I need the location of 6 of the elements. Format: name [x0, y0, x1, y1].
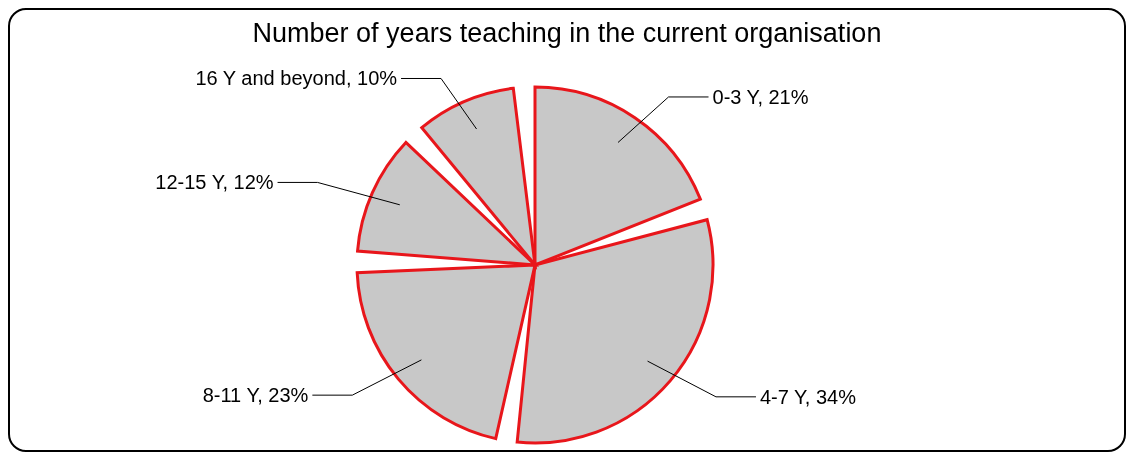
slice-label: 8-11 Y, 23%	[202, 383, 309, 408]
slice-label: 0-3 Y, 21%	[712, 84, 809, 109]
slice-label: 16 Y and beyond, 10%	[195, 66, 398, 91]
slice-label: 12-15 Y, 12%	[155, 170, 274, 195]
slice-label: 4-7 Y, 34%	[759, 384, 856, 409]
chart-title: Number of years teaching in the current organisation	[251, 18, 883, 49]
